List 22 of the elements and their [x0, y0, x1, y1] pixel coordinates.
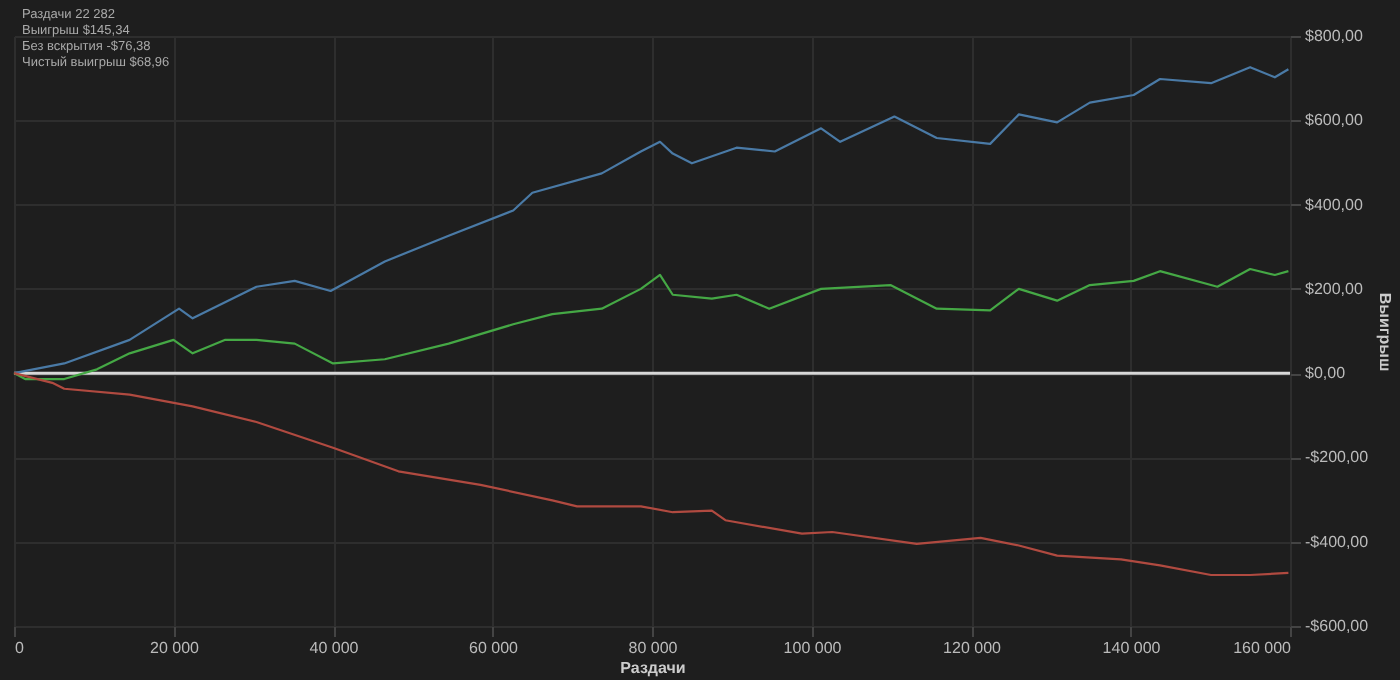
y-tick-label: $200,00 — [1305, 279, 1364, 298]
x-tick-label: 60 000 — [469, 639, 520, 657]
x-axis-title: Раздачи — [620, 659, 686, 677]
y-tick-label: $0,00 — [1305, 364, 1347, 383]
y-tick-label: -$200,00 — [1305, 448, 1370, 467]
x-tick-label: 40 000 — [309, 639, 360, 657]
x-tick-label: 160 000 — [1233, 639, 1293, 657]
line-series — [12, 66, 1290, 375]
x-tick-label: 0 — [15, 639, 25, 657]
y-tick-label: $400,00 — [1305, 195, 1364, 214]
y-tick-label: $600,00 — [1305, 111, 1364, 130]
x-tick-label: 120 000 — [943, 639, 1003, 657]
x-tick-label: 80 000 — [628, 639, 679, 657]
line-series — [12, 372, 1290, 577]
x-tick-label: 20 000 — [150, 639, 201, 657]
y-axis-title: Выигрыш — [1376, 292, 1395, 372]
x-tick-label: 140 000 — [1102, 639, 1162, 657]
y-tick-label: $800,00 — [1305, 27, 1364, 45]
y-tick-label: -$600,00 — [1305, 617, 1370, 635]
line-series — [12, 267, 1290, 381]
y-tick-label: -$400,00 — [1305, 532, 1370, 551]
x-tick-label: 100 000 — [783, 639, 843, 657]
